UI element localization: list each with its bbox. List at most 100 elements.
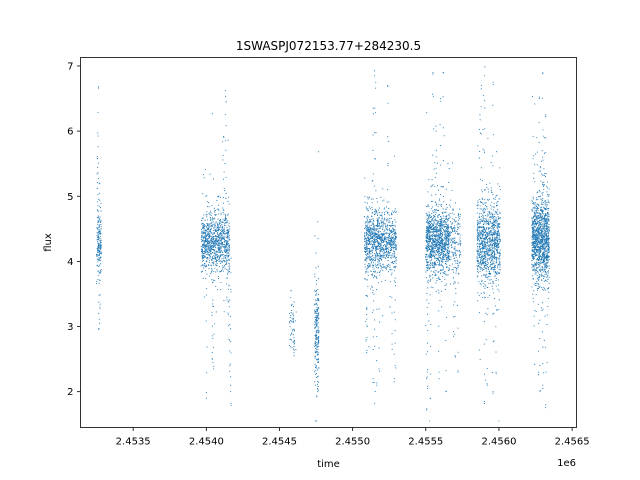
data-point	[225, 232, 227, 234]
data-point	[227, 237, 229, 239]
data-point	[100, 238, 102, 240]
data-point	[96, 251, 99, 253]
data-point	[438, 247, 440, 249]
data-point	[430, 261, 432, 263]
data-point	[435, 246, 437, 248]
data-point	[432, 247, 435, 249]
data-point	[428, 302, 430, 304]
data-point	[487, 198, 489, 200]
data-point	[100, 231, 102, 233]
data-point	[437, 236, 439, 238]
data-point	[228, 271, 230, 273]
data-point	[100, 228, 102, 230]
data-point	[217, 277, 220, 280]
data-point	[395, 265, 397, 267]
data-point	[215, 244, 217, 246]
data-point	[226, 257, 228, 259]
data-point	[440, 239, 442, 241]
data-point	[480, 256, 483, 258]
data-point	[493, 263, 495, 265]
data-point	[375, 232, 377, 235]
data-point	[476, 238, 478, 240]
data-point	[455, 262, 457, 264]
data-point	[439, 223, 441, 225]
data-point	[434, 231, 436, 233]
data-point	[445, 233, 447, 235]
data-point	[457, 261, 459, 263]
data-point	[395, 249, 397, 251]
data-point	[202, 239, 204, 241]
data-point	[224, 246, 226, 249]
data-point	[443, 135, 445, 137]
data-point	[374, 238, 376, 241]
data-point	[230, 341, 232, 343]
data-point	[363, 227, 366, 229]
data-point	[221, 228, 223, 230]
data-point	[427, 223, 429, 225]
data-point	[433, 271, 435, 273]
data-point	[316, 320, 319, 322]
data-point	[428, 238, 430, 240]
data-point	[383, 222, 385, 224]
data-point	[435, 167, 437, 169]
data-point	[369, 224, 371, 227]
data-point	[444, 256, 446, 258]
data-point	[222, 159, 224, 161]
data-point	[482, 261, 484, 263]
data-point	[387, 263, 390, 265]
data-point	[205, 195, 207, 197]
data-point	[374, 263, 376, 265]
data-point	[499, 212, 501, 214]
data-point	[386, 220, 388, 222]
data-point	[96, 255, 98, 257]
data-point	[481, 269, 483, 271]
data-point	[394, 208, 396, 210]
data-point	[376, 257, 378, 259]
data-point	[224, 256, 227, 259]
data-point	[437, 229, 439, 232]
data-point	[374, 345, 376, 347]
data-point	[204, 225, 206, 227]
data-point	[220, 212, 222, 214]
data-point	[316, 396, 318, 398]
data-point	[380, 222, 383, 224]
data-point	[388, 232, 390, 234]
data-point	[476, 267, 479, 270]
data-point	[317, 385, 319, 387]
data-point	[206, 225, 208, 227]
data-point	[431, 179, 433, 181]
data-point	[364, 259, 366, 262]
data-point	[447, 260, 449, 262]
data-point	[96, 258, 98, 260]
data-point	[485, 236, 487, 238]
data-point	[446, 243, 448, 246]
data-point	[431, 242, 433, 245]
data-point	[439, 300, 441, 302]
data-point	[224, 235, 226, 237]
data-point	[376, 265, 378, 267]
data-point	[394, 210, 396, 212]
data-point	[444, 242, 446, 244]
data-point	[316, 354, 318, 356]
data-point	[438, 189, 440, 191]
data-point	[212, 217, 214, 219]
data-point	[459, 243, 461, 245]
data-point	[367, 208, 369, 210]
data-point	[228, 254, 230, 256]
data-point	[425, 255, 427, 258]
data-point	[364, 177, 366, 179]
data-point	[447, 247, 449, 249]
data-point	[211, 325, 213, 327]
data-point	[371, 286, 373, 288]
data-point	[381, 255, 383, 257]
data-point	[395, 221, 397, 223]
data-point	[371, 259, 373, 261]
data-point	[498, 299, 500, 301]
data-point	[375, 81, 377, 83]
data-point	[439, 239, 441, 242]
data-point	[369, 227, 371, 229]
data-point	[486, 273, 488, 275]
data-point	[386, 248, 388, 250]
data-point	[388, 238, 390, 240]
data-point	[365, 258, 367, 260]
